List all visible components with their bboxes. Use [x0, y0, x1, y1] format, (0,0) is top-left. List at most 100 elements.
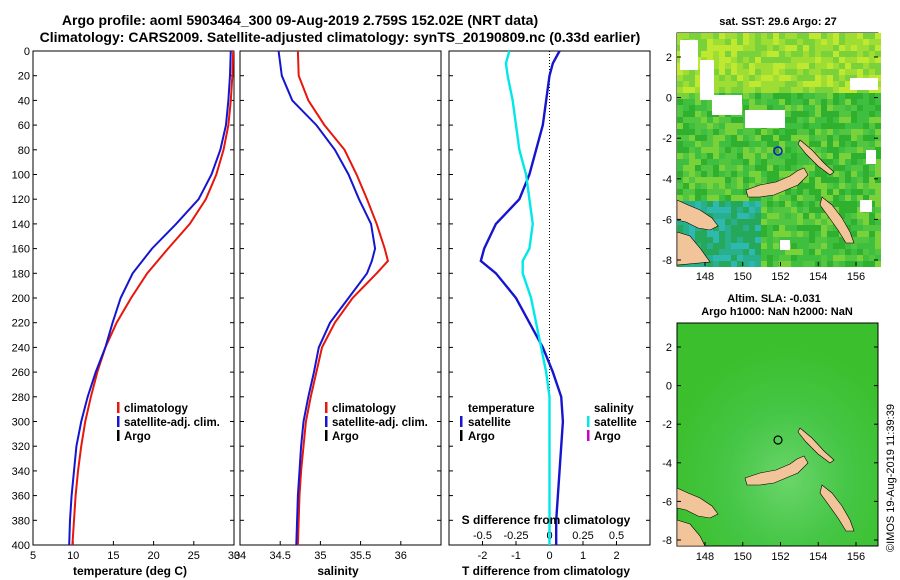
- sst-cell: [839, 213, 845, 219]
- sst-cell: [797, 243, 803, 249]
- sst-cell: [809, 135, 815, 141]
- sst-cell: [797, 45, 803, 51]
- sst-cell: [761, 153, 767, 159]
- sst-cell: [839, 39, 845, 45]
- sst-cell: [797, 117, 803, 123]
- sst-cell: [839, 105, 845, 111]
- sst-cell: [677, 99, 683, 105]
- sst-cell: [677, 87, 683, 93]
- sst-cell: [809, 51, 815, 57]
- sst-cell: [791, 243, 797, 249]
- x-tick-label: 15: [107, 550, 119, 562]
- sst-cell: [821, 57, 827, 63]
- sst-cell: [797, 63, 803, 69]
- sst-cell: [869, 33, 875, 39]
- sst-cell: [737, 159, 743, 165]
- sst-cell: [815, 69, 821, 75]
- sst-cell: [875, 141, 881, 147]
- south-land: [676, 519, 706, 547]
- sst-cell: [857, 51, 863, 57]
- sst-cell: [809, 99, 815, 105]
- sst-cell: [737, 189, 743, 195]
- sst-cell: [863, 255, 869, 261]
- cloud-mask: [745, 110, 785, 128]
- sst-cell: [809, 243, 815, 249]
- sst-cell: [743, 93, 749, 99]
- sst-cell: [749, 129, 755, 135]
- sst-cell: [737, 51, 743, 57]
- sst-cell: [833, 87, 839, 93]
- sst-cell: [869, 69, 875, 75]
- lat-tick-label: -4: [662, 174, 672, 186]
- sst-cell: [767, 213, 773, 219]
- sst-cell: [821, 147, 827, 153]
- sst-cell: [791, 57, 797, 63]
- sst-cell: [725, 39, 731, 45]
- sst-cell: [743, 51, 749, 57]
- sst-cell: [773, 243, 779, 249]
- sst-cell: [845, 153, 851, 159]
- sst-cell: [875, 57, 881, 63]
- sst-cell: [851, 93, 857, 99]
- sst-cell: [761, 207, 767, 213]
- sst-cell: [845, 213, 851, 219]
- sst-cell: [821, 129, 827, 135]
- sst-cell: [833, 225, 839, 231]
- sst-cell: [815, 81, 821, 87]
- sst-cell: [719, 57, 725, 63]
- sst-cell: [827, 81, 833, 87]
- sst-cell: [791, 213, 797, 219]
- sst-cell: [683, 171, 689, 177]
- sst-cell: [725, 81, 731, 87]
- sst-cell: [815, 231, 821, 237]
- sst-cell: [743, 141, 749, 147]
- sst-cell: [809, 159, 815, 165]
- sst-cell: [731, 141, 737, 147]
- sst-cell: [743, 165, 749, 171]
- sst-cell: [713, 135, 719, 141]
- sst-cell: [839, 69, 845, 75]
- cloud-mask: [860, 200, 872, 212]
- y-tick-label: 180: [12, 268, 30, 280]
- sst-cell: [695, 135, 701, 141]
- sst-cell: [695, 165, 701, 171]
- sst-cell: [851, 117, 857, 123]
- salinity-axes: [239, 50, 442, 546]
- sst-cell: [761, 165, 767, 171]
- sst-cell: [845, 189, 851, 195]
- sst-cell: [809, 189, 815, 195]
- sst-cell: [857, 249, 863, 255]
- sst-cell: [809, 39, 815, 45]
- sst-cell: [779, 69, 785, 75]
- sst-cell: [791, 249, 797, 255]
- sst-cell: [767, 249, 773, 255]
- y-tick-label: 60: [18, 120, 30, 132]
- sst-cell: [845, 111, 851, 117]
- sst-cell: [863, 219, 869, 225]
- sst-cell: [725, 177, 731, 183]
- sst-cell: [755, 201, 761, 207]
- sst-cell: [677, 129, 683, 135]
- sst-cell: [731, 237, 737, 243]
- sst-cell: [737, 219, 743, 225]
- sst-cell: [719, 81, 725, 87]
- sst-cell: [719, 225, 725, 231]
- sst-cell: [743, 105, 749, 111]
- sst-cell: [809, 255, 815, 261]
- sst-cell: [857, 69, 863, 75]
- sst-cell: [851, 153, 857, 159]
- sst-cell: [767, 141, 773, 147]
- sst-cell: [689, 195, 695, 201]
- sst-cell: [743, 81, 749, 87]
- lon-tick-label: 150: [734, 551, 752, 563]
- sst-cell: [755, 105, 761, 111]
- sst-cell: [755, 141, 761, 147]
- sst-cell: [809, 165, 815, 171]
- sst-map-title: sat. SST: 29.6 Argo: 27: [719, 16, 837, 28]
- sst-cell: [731, 213, 737, 219]
- sst-cell: [713, 213, 719, 219]
- sst-cell: [827, 237, 833, 243]
- sst-cell: [713, 255, 719, 261]
- salinity-panel: 34 34.5 35 35.5 36 climatology satellite-adj…: [234, 50, 442, 578]
